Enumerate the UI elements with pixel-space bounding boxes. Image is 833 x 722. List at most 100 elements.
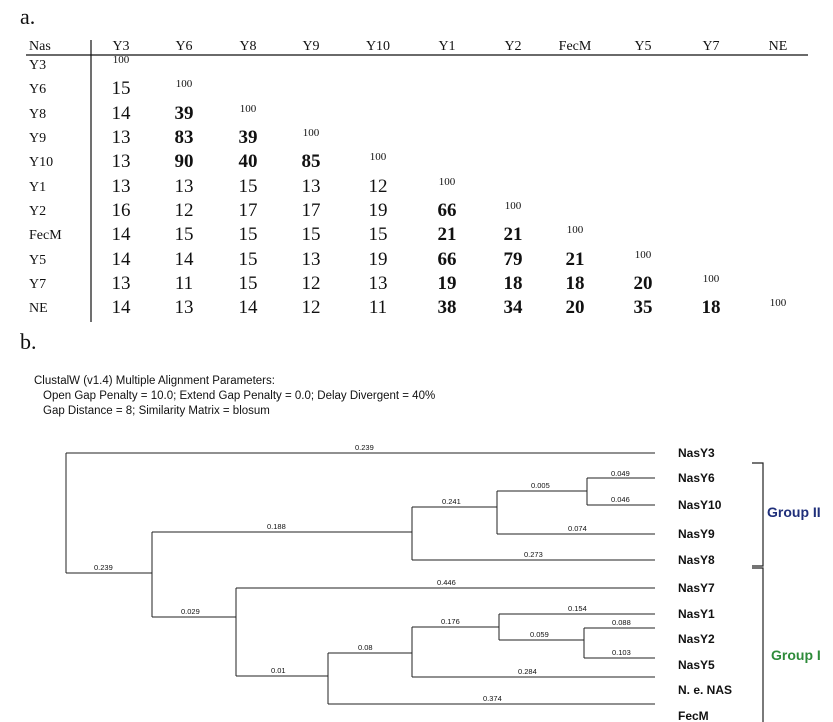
table-cell: 12 [302, 297, 321, 318]
table-cell: 17 [239, 200, 258, 221]
table-cell: 100 [505, 200, 522, 212]
params-line-2: Open Gap Penalty = 10.0; Extend Gap Pena… [43, 390, 435, 402]
table-cell: 17 [302, 200, 321, 221]
len-ne-nas: 0.284 [518, 667, 537, 676]
table-cell: 18 [702, 297, 721, 318]
len-y1-node: 0.176 [441, 617, 460, 626]
table-cell: 15 [239, 224, 258, 245]
table-cell: 14 [175, 249, 195, 270]
params-line-1: ClustalW (v1.4) Multiple Alignment Param… [34, 375, 275, 387]
table-cell: 20 [634, 273, 653, 294]
table-cell: 100 [770, 297, 787, 309]
row-labels: Y3 Y6 Y8 Y9 Y10 Y1 Y2 FecM Y5 Y7 NE [29, 58, 62, 316]
table-cell: 100 [113, 54, 130, 66]
column-header: Y5 [634, 39, 651, 54]
alignment-parameters: ClustalW (v1.4) Multiple Alignment Param… [34, 375, 435, 417]
leaf-nasy6: NasY6 [678, 471, 715, 485]
table-cell: 13 [112, 151, 131, 172]
leaf-nasy10: NasY10 [678, 498, 722, 512]
table-cell: 100 [240, 103, 257, 115]
len-ingroup-node: 0.239 [94, 563, 113, 572]
row-label: Y10 [29, 155, 53, 170]
table-corner-label: Nas [29, 39, 51, 54]
column-header: FecM [559, 39, 592, 54]
table-cell: 11 [175, 273, 193, 294]
table-cell: 66 [438, 200, 457, 221]
table-cell: 18 [504, 273, 523, 294]
table-cell: 13 [112, 273, 131, 294]
column-header: Y3 [112, 39, 129, 54]
table-cell: 15 [239, 273, 258, 294]
table-cell: 14 [112, 249, 132, 270]
table-cell: 15 [239, 176, 258, 197]
table-cell: 20 [566, 297, 585, 318]
leaf-nasy9: NasY9 [678, 527, 715, 541]
len-nasy8: 0.273 [524, 550, 543, 559]
table-cell: 100 [303, 127, 320, 139]
table-cell: 15 [175, 224, 194, 245]
table-cell: 100 [635, 249, 652, 261]
column-header: Y8 [239, 39, 256, 54]
table-cell: 79 [504, 249, 523, 270]
table-cell: 39 [239, 127, 258, 148]
table-cell: 13 [369, 273, 388, 294]
row-label: Y3 [29, 58, 46, 73]
column-header: Y9 [302, 39, 319, 54]
table-cell: 38 [438, 297, 457, 318]
len-nasy9: 0.074 [568, 524, 587, 533]
table-cell: 12 [369, 176, 388, 197]
table-cell: 12 [302, 273, 321, 294]
column-header: Y6 [175, 39, 192, 54]
group-ii-label: Group II [767, 504, 821, 520]
row-label: Y8 [29, 107, 46, 122]
row-label: Y9 [29, 131, 46, 146]
len-lower-node: 0.01 [271, 666, 286, 675]
len-y6-y10-y9-node: 0.241 [442, 497, 461, 506]
group-brackets: Group II Group I [752, 462, 821, 722]
len-group-ii-node: 0.188 [267, 522, 286, 531]
len-y2-y5-node: 0.059 [530, 630, 549, 639]
table-cell: 83 [175, 127, 194, 148]
table-cell: 40 [239, 151, 258, 172]
table-cell: 66 [438, 249, 457, 270]
table-cell: 15 [239, 249, 258, 270]
group-i-bracket [752, 567, 764, 722]
leaf-ne-nas: N. e. NAS [678, 683, 732, 697]
table-cell: 14 [112, 224, 132, 245]
row-label: Y5 [29, 253, 46, 268]
table-cell: 35 [634, 297, 653, 318]
table-cell: 21 [566, 249, 585, 270]
table-cell: 90 [175, 151, 194, 172]
len-inner-node: 0.08 [358, 643, 373, 652]
table-cell: 13 [175, 297, 194, 318]
table-cell: 21 [504, 224, 523, 245]
row-label: NE [29, 301, 48, 316]
branch-length-labels: 0.239 0.049 0.046 0.005 0.074 0.241 0.27… [94, 443, 631, 703]
leaf-fecm: FecM [678, 709, 709, 722]
table-cell: 21 [438, 224, 457, 245]
table-cell: 85 [302, 151, 321, 172]
len-fecm: 0.374 [483, 694, 502, 703]
column-header: Y7 [702, 39, 719, 54]
leaf-nasy8: NasY8 [678, 553, 715, 567]
table-cell: 15 [302, 224, 321, 245]
row-label: Y1 [29, 180, 46, 195]
len-group-i-node: 0.029 [181, 607, 200, 616]
row-label: Y7 [29, 277, 46, 292]
params-line-3: Gap Distance = 8; Similarity Matrix = bl… [43, 405, 270, 417]
table-cell: 100 [703, 273, 720, 285]
leaf-nasy5: NasY5 [678, 658, 715, 672]
table-cell: 100 [370, 151, 387, 163]
table-cell: 12 [175, 200, 194, 221]
table-cell: 13 [112, 176, 131, 197]
group-i-label: Group I [771, 647, 821, 663]
len-nasy10: 0.046 [611, 495, 630, 504]
column-header: Y1 [438, 39, 455, 54]
len-nasy3: 0.239 [355, 443, 374, 452]
table-cell: 13 [302, 249, 321, 270]
table-cell: 39 [175, 103, 194, 124]
len-nasy2: 0.088 [612, 618, 631, 627]
leaf-nasy1: NasY1 [678, 607, 715, 621]
table-cell: 34 [504, 297, 524, 318]
